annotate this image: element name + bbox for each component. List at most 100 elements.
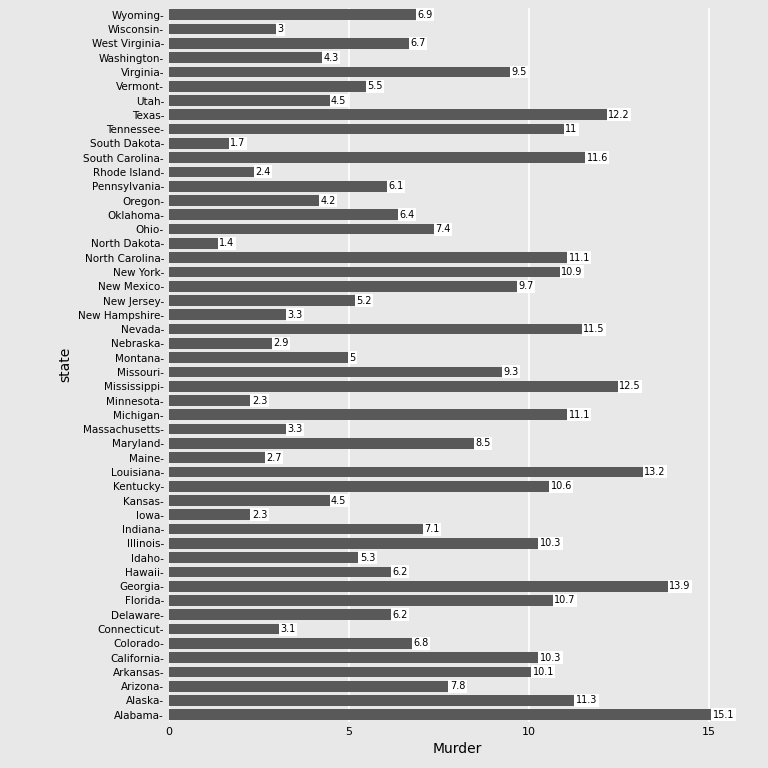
- Text: 6.1: 6.1: [389, 181, 404, 191]
- Bar: [169, 495, 331, 506]
- Bar: [169, 195, 320, 206]
- Text: 2.3: 2.3: [252, 510, 267, 520]
- Text: 2.4: 2.4: [255, 167, 271, 177]
- Bar: [169, 409, 568, 420]
- Text: 10.7: 10.7: [554, 595, 576, 605]
- Text: 1.7: 1.7: [230, 138, 246, 148]
- Text: 5.5: 5.5: [367, 81, 382, 91]
- Text: 7.1: 7.1: [425, 524, 440, 534]
- Text: 11.5: 11.5: [583, 324, 604, 334]
- Text: 1.4: 1.4: [220, 238, 234, 248]
- Text: 12.2: 12.2: [608, 110, 630, 120]
- Text: 10.1: 10.1: [532, 667, 554, 677]
- Bar: [169, 281, 518, 292]
- Bar: [169, 210, 399, 220]
- Bar: [169, 567, 392, 578]
- Text: 2.9: 2.9: [273, 339, 289, 349]
- Bar: [169, 667, 532, 677]
- Text: 10.3: 10.3: [540, 538, 561, 548]
- Bar: [169, 581, 670, 591]
- Bar: [169, 138, 230, 149]
- Bar: [169, 638, 414, 649]
- Text: 9.5: 9.5: [511, 67, 526, 77]
- Bar: [169, 353, 349, 363]
- Text: 5: 5: [349, 353, 356, 362]
- Bar: [169, 481, 551, 492]
- Bar: [169, 595, 554, 606]
- Bar: [169, 381, 619, 392]
- Text: 11: 11: [565, 124, 578, 134]
- Bar: [169, 38, 410, 48]
- Bar: [169, 524, 425, 535]
- Text: 7.4: 7.4: [435, 224, 451, 234]
- Text: 3.3: 3.3: [288, 424, 303, 434]
- Text: 3.3: 3.3: [288, 310, 303, 319]
- Text: 11.6: 11.6: [587, 153, 608, 163]
- Bar: [169, 223, 435, 234]
- Bar: [169, 624, 280, 634]
- Bar: [169, 681, 450, 691]
- Text: 10.6: 10.6: [551, 482, 572, 492]
- Text: 4.2: 4.2: [320, 196, 336, 206]
- Text: 13.2: 13.2: [644, 467, 666, 477]
- Text: 4.5: 4.5: [331, 95, 346, 105]
- Text: 9.7: 9.7: [518, 281, 534, 291]
- Text: 8.5: 8.5: [475, 439, 490, 449]
- Bar: [169, 124, 565, 134]
- Text: 15.1: 15.1: [713, 710, 734, 720]
- Bar: [169, 424, 288, 435]
- Text: 11.1: 11.1: [568, 253, 590, 263]
- Text: 3: 3: [277, 24, 283, 34]
- Text: 2.7: 2.7: [266, 452, 282, 462]
- Text: 3.1: 3.1: [280, 624, 296, 634]
- Text: 6.2: 6.2: [392, 610, 408, 620]
- Bar: [169, 509, 252, 520]
- Bar: [169, 695, 576, 706]
- Text: 6.2: 6.2: [392, 567, 408, 577]
- Bar: [169, 167, 255, 177]
- Text: 6.9: 6.9: [417, 10, 432, 20]
- Text: 5.3: 5.3: [359, 553, 375, 563]
- Bar: [169, 366, 504, 377]
- Bar: [169, 152, 587, 163]
- Text: 11.1: 11.1: [568, 410, 590, 420]
- Text: 12.5: 12.5: [619, 381, 641, 391]
- Bar: [169, 310, 288, 320]
- Text: 2.3: 2.3: [252, 396, 267, 406]
- Bar: [169, 95, 331, 106]
- Bar: [169, 538, 540, 548]
- Text: 10.3: 10.3: [540, 653, 561, 663]
- Bar: [169, 467, 644, 477]
- Text: 11.3: 11.3: [576, 696, 598, 706]
- Text: 4.5: 4.5: [331, 495, 346, 505]
- Text: 6.8: 6.8: [414, 638, 429, 648]
- Text: 6.4: 6.4: [399, 210, 415, 220]
- Bar: [169, 52, 324, 63]
- Bar: [169, 396, 252, 406]
- Bar: [169, 552, 359, 563]
- Text: 5.2: 5.2: [356, 296, 372, 306]
- X-axis label: Murder: Murder: [432, 743, 482, 756]
- Text: 4.3: 4.3: [324, 53, 339, 63]
- Text: 9.3: 9.3: [504, 367, 519, 377]
- Bar: [169, 338, 273, 349]
- Text: 7.8: 7.8: [450, 681, 465, 691]
- Bar: [169, 238, 220, 249]
- Bar: [169, 324, 583, 334]
- Bar: [169, 181, 389, 191]
- Bar: [169, 67, 511, 78]
- Bar: [169, 9, 417, 20]
- Bar: [169, 710, 713, 720]
- Bar: [169, 610, 392, 620]
- Text: 10.9: 10.9: [561, 267, 583, 277]
- Bar: [169, 266, 561, 277]
- Bar: [169, 110, 608, 120]
- Bar: [169, 452, 266, 463]
- Bar: [169, 253, 568, 263]
- Text: 6.7: 6.7: [410, 38, 425, 48]
- Bar: [169, 652, 540, 663]
- Bar: [169, 24, 277, 35]
- Bar: [169, 438, 475, 449]
- Bar: [169, 81, 367, 91]
- Text: 13.9: 13.9: [670, 581, 690, 591]
